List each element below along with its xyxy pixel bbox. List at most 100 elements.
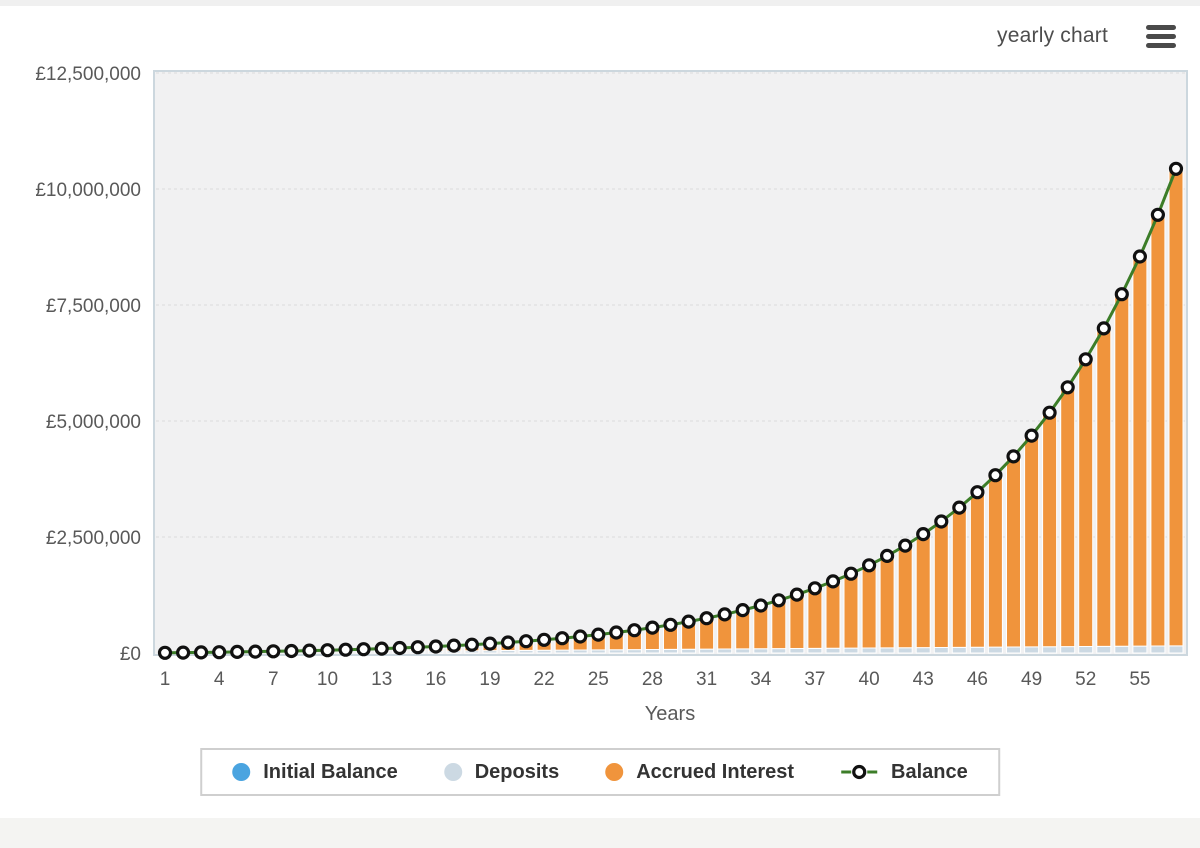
balance-point[interactable] [212,645,227,660]
balance-point[interactable] [338,642,353,657]
hamburger-menu-icon[interactable] [1146,24,1176,48]
legend-item-accrued-interest[interactable]: Accrued Interest [605,761,794,784]
balance-point[interactable] [1006,449,1021,464]
balance-point[interactable] [248,644,263,659]
balance-point[interactable] [825,574,841,589]
balance-point[interactable] [681,614,696,629]
deposits-bar[interactable] [1150,645,1166,654]
balance-point[interactable] [609,625,624,640]
balance-point[interactable] [464,637,479,652]
deposits-bar[interactable] [644,648,660,654]
balance-point[interactable] [284,643,299,659]
deposits-bar[interactable] [879,647,895,654]
accrued-interest-bar[interactable] [789,594,805,649]
balance-point[interactable] [591,627,606,642]
balance-point[interactable] [230,644,245,660]
balance-point[interactable] [1024,428,1039,443]
deposits-bar[interactable] [753,648,769,654]
balance-point[interactable] [374,641,389,656]
accrued-interest-bar[interactable] [1078,358,1094,647]
balance-point[interactable] [356,642,371,657]
accrued-interest-bar[interactable] [987,474,1003,648]
deposits-bar[interactable] [897,647,913,654]
accrued-interest-bar[interactable] [915,533,931,649]
deposits-bar[interactable] [699,648,715,654]
balance-point[interactable] [843,566,859,581]
deposits-bar[interactable] [1078,645,1094,654]
deposits-bar[interactable] [1060,646,1076,654]
balance-point[interactable] [518,634,534,649]
balance-point[interactable] [988,468,1003,483]
accrued-interest-bar[interactable] [969,491,985,648]
accrued-interest-bar[interactable] [861,564,877,649]
balance-point[interactable] [157,645,173,660]
balance-point[interactable] [1078,352,1093,367]
balance-point[interactable] [446,638,461,653]
balance-point[interactable] [1042,405,1057,420]
deposits-bar[interactable] [807,647,823,654]
balance-point[interactable] [194,645,209,660]
deposits-bar[interactable] [735,648,751,654]
balance-point[interactable] [1132,249,1148,264]
balance-point[interactable] [952,500,967,515]
balance-point[interactable] [482,636,498,651]
balance-point[interactable] [573,629,588,644]
balance-point[interactable] [645,620,660,635]
balance-point[interactable] [536,632,552,647]
deposits-bar[interactable] [717,648,733,654]
balance-point[interactable] [934,514,949,529]
accrued-interest-bar[interactable] [879,555,895,649]
accrued-interest-bar[interactable] [1006,455,1021,648]
balance-point[interactable] [1150,207,1166,222]
balance-point[interactable] [500,635,516,650]
balance-point[interactable] [970,485,985,500]
accrued-interest-bar[interactable] [897,545,913,649]
balance-point[interactable] [735,602,750,618]
balance-point[interactable] [699,611,714,626]
balance-point[interactable] [428,639,443,654]
accrued-interest-bar[interactable] [933,521,949,648]
accrued-interest-bar[interactable] [843,573,859,649]
deposits-bar[interactable] [987,646,1003,654]
balance-point[interactable] [1096,321,1111,336]
balance-point[interactable] [1060,380,1075,395]
deposits-bar[interactable] [626,649,642,654]
deposits-bar[interactable] [933,646,949,654]
balance-point[interactable] [555,631,570,646]
deposits-bar[interactable] [1114,645,1130,654]
legend-item-initial-balance[interactable]: Initial Balance [232,761,398,784]
accrued-interest-bar[interactable] [1060,386,1076,648]
balance-point[interactable] [916,526,931,542]
deposits-bar[interactable] [825,647,841,654]
deposits-bar[interactable] [789,647,805,654]
deposits-bar[interactable] [951,646,967,654]
deposits-bar[interactable] [681,648,697,654]
deposits-bar[interactable] [1168,645,1184,654]
deposits-bar[interactable] [1042,646,1058,654]
balance-point[interactable] [663,617,678,632]
accrued-interest-bar[interactable] [1150,214,1166,647]
balance-point[interactable] [771,593,786,608]
balance-point[interactable] [861,558,877,573]
balance-point[interactable] [302,643,317,658]
balance-point[interactable] [320,643,335,658]
accrued-interest-bar[interactable] [807,587,823,649]
balance-point[interactable] [410,640,425,655]
accrued-interest-bar[interactable] [1096,327,1112,647]
balance-point[interactable] [753,598,768,613]
accrued-interest-bar[interactable] [1024,435,1040,648]
deposits-bar[interactable] [1096,645,1112,654]
legend-item-deposits[interactable]: Deposits [443,761,559,784]
deposits-bar[interactable] [663,648,678,654]
balance-point[interactable] [807,581,823,596]
deposits-bar[interactable] [1024,646,1040,654]
accrued-interest-bar[interactable] [1132,256,1148,647]
deposits-bar[interactable] [861,647,877,654]
accrued-interest-bar[interactable] [1042,412,1058,648]
balance-point[interactable] [266,644,281,659]
deposits-bar[interactable] [843,647,859,654]
balance-point[interactable] [176,645,191,660]
balance-point[interactable] [717,607,732,622]
accrued-interest-bar[interactable] [1168,168,1184,647]
accrued-interest-bar[interactable] [951,507,967,648]
